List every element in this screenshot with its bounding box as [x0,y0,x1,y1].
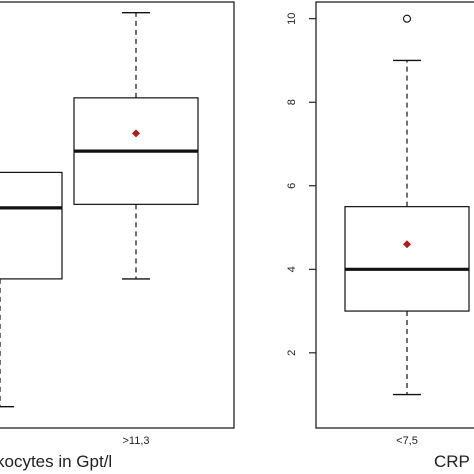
left-x-axis-title: kocytes in Gpt/l [0,452,112,471]
right-plot-frame [315,1,474,429]
left-x-tick-label-1: >11,3 [122,435,149,447]
right-x-axis-title: CRP [434,452,470,471]
right-box-0-box [344,206,470,312]
right-panel: 2 4 6 8 10 <7,5 CRP [286,1,474,471]
right-y-tick-label-3: 8 [286,99,298,105]
left-box-0-box [0,171,63,280]
right-y-tick-label-0: 2 [286,350,298,356]
left-plot-frame [0,1,235,429]
left-panel: >11,3 kocytes in Gpt/l [0,1,235,471]
right-x-tick-label-0: <7,5 [396,435,418,447]
right-y-tick-label-4: 10 [286,13,298,25]
right-y-tick-label-2: 6 [286,183,298,189]
right-box-0-mean-marker [403,240,411,249]
right-y-tick-label-1: 4 [286,266,298,272]
right-box-0-outlier-0 [402,14,412,23]
left-box-1-mean-marker [132,129,140,138]
